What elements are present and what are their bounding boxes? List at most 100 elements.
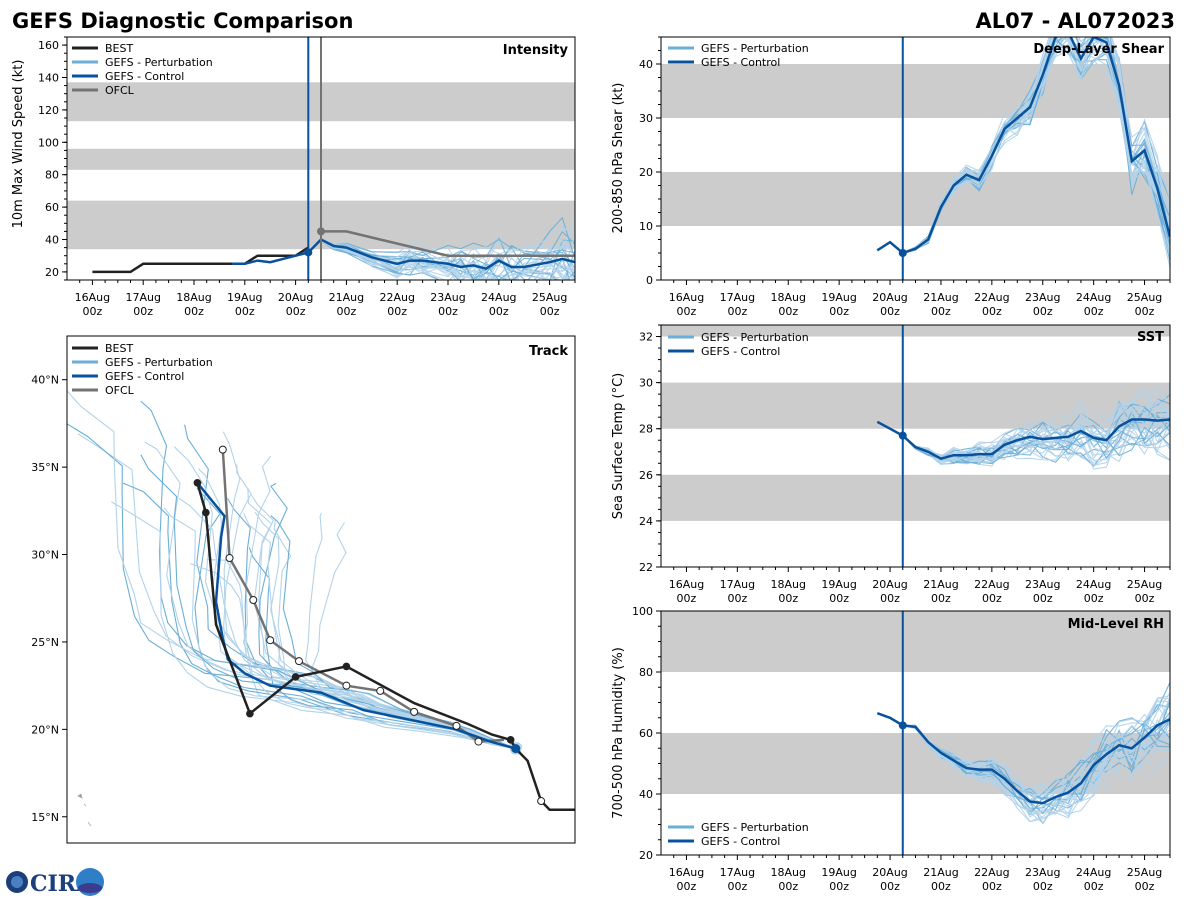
sst-perturbation-line — [902, 424, 1170, 463]
rh-xtick-label: 25Aug — [1127, 866, 1162, 879]
legend-ofcl: OFCL — [105, 384, 135, 397]
intensity-xtick-label: 19Aug — [227, 291, 262, 304]
rh-legend: GEFS - Perturbation GEFS - Control — [668, 821, 809, 848]
track-best-point — [246, 709, 254, 718]
track-ytick-label: 40°N — [31, 374, 59, 387]
intensity-ytick-label: 80 — [45, 169, 59, 182]
intensity-xtick-label: 20Aug — [278, 291, 313, 304]
intensity-xtick-label: 25Aug — [532, 291, 567, 304]
legend-pert: GEFS - Perturbation — [105, 356, 213, 369]
shear-xtick-label: 25Aug — [1127, 291, 1162, 304]
shear-xtick-label: 18Aug — [771, 291, 806, 304]
legend-ofcl: OFCL — [105, 84, 135, 97]
shear-perturbation-line — [902, 37, 1170, 254]
intensity-plot-area — [67, 37, 575, 280]
intensity-xtick-label-hour: 00z — [337, 305, 357, 318]
shear-xtick-label: 23Aug — [1025, 291, 1060, 304]
sst-xtick-label-hour: 00z — [982, 592, 1002, 605]
legend-pert: GEFS - Perturbation — [701, 821, 809, 834]
shear-ytick-label: 20 — [639, 166, 653, 179]
shear-xtick-label: 22Aug — [974, 291, 1009, 304]
intensity-perturbation-line — [307, 239, 571, 280]
track-best-point — [193, 479, 202, 487]
intensity-xtick-label-hour: 00z — [83, 305, 103, 318]
shear-xtick-label: 19Aug — [821, 291, 856, 304]
intensity-ytick-label: 140 — [38, 72, 59, 85]
intensity-xtick-label: 22Aug — [379, 291, 414, 304]
intensity-xtick-label: 24Aug — [481, 291, 516, 304]
rh-title: Mid-Level RH — [1068, 617, 1164, 632]
logo-badge-wave-icon — [78, 883, 102, 893]
intensity-legend: BEST GEFS - Perturbation GEFS - Control … — [72, 42, 213, 97]
sst-xtick-label: 19Aug — [821, 578, 856, 591]
rh-xtick-label: 24Aug — [1076, 866, 1111, 879]
rh-panel: 2040608010016Aug00z17Aug00z18Aug00z19Aug… — [611, 605, 1171, 893]
figure-title: GEFS Diagnostic Comparison — [12, 9, 353, 33]
intensity-ytick-label: 40 — [45, 234, 59, 247]
rh-xtick-label-hour: 00z — [778, 880, 798, 893]
rh-xtick-label: 16Aug — [669, 866, 704, 879]
sst-xtick-label: 25Aug — [1127, 578, 1162, 591]
track-perturbation-line — [163, 507, 516, 750]
sst-ytick-label: 22 — [639, 561, 653, 574]
intensity-ylabel: 10m Max Wind Speed (kt) — [11, 60, 26, 229]
rh-xtick-label-hour: 00z — [1135, 880, 1155, 893]
rh-xtick-label: 23Aug — [1025, 866, 1060, 879]
track-legend: BEST GEFS - Perturbation GEFS - Control … — [72, 342, 213, 397]
sst-xtick-label-hour: 00z — [677, 592, 697, 605]
sst-xtick-label-hour: 00z — [1135, 592, 1155, 605]
track-perturbation-line — [122, 482, 516, 750]
rh-xtick-label-hour: 00z — [982, 880, 1002, 893]
sst-ytick-label: 24 — [639, 515, 653, 528]
intensity-xtick-label-hour: 00z — [438, 305, 458, 318]
track-ofcl-point — [266, 636, 275, 645]
shear-band — [661, 172, 1170, 226]
track-ytick-label: 25°N — [31, 636, 59, 649]
intensity-control-line — [232, 237, 575, 271]
shear-panel: 01020304016Aug00z17Aug00z18Aug00z19Aug00… — [611, 36, 1171, 318]
intensity-xtick-label-hour: 00z — [489, 305, 509, 318]
track-ofcl-point — [410, 707, 419, 716]
track-ofcl-point — [452, 721, 461, 730]
intensity-ytick-label: 120 — [38, 104, 59, 117]
intensity-init-point — [304, 248, 313, 257]
legend-control: GEFS - Control — [701, 56, 780, 69]
intensity-perturbation-line — [307, 239, 573, 280]
rh-perturbation-line — [902, 697, 1170, 797]
shear-xtick-label: 21Aug — [923, 291, 958, 304]
legend-control: GEFS - Control — [701, 835, 780, 848]
track-control-start — [511, 744, 521, 754]
sst-xtick-label: 24Aug — [1076, 578, 1111, 591]
track-frame — [66, 335, 576, 844]
intensity-xtick-label-hour: 00z — [133, 305, 153, 318]
intensity-xtick-label-hour: 00z — [286, 305, 306, 318]
track-best-point — [202, 508, 210, 517]
rh-perturbation-line — [902, 724, 1170, 824]
sst-xtick-label: 23Aug — [1025, 578, 1060, 591]
sst-xtick-label-hour: 00z — [931, 592, 951, 605]
rh-ytick-label: 60 — [639, 727, 653, 740]
shear-band — [661, 64, 1170, 118]
sst-xtick-label: 20Aug — [872, 578, 907, 591]
sst-perturbation-line — [902, 387, 1170, 459]
shear-ytick-label: 30 — [639, 112, 653, 125]
rh-xtick-label-hour: 00z — [1084, 880, 1104, 893]
intensity-ytick-label: 160 — [38, 39, 59, 52]
intensity-ytick-label: 60 — [45, 201, 59, 214]
rh-xtick-label: 20Aug — [872, 866, 907, 879]
sst-perturbation-line — [902, 419, 1170, 467]
track-perturbation-line — [140, 400, 516, 750]
shear-plot: 01020304016Aug00z17Aug00z18Aug00z19Aug00… — [639, 36, 1171, 318]
rh-xtick-label: 17Aug — [720, 866, 755, 879]
shear-xtick-label-hour: 00z — [829, 305, 849, 318]
intensity-plot: 2040608010012014016016Aug00z17Aug00z18Au… — [38, 36, 576, 318]
rh-ytick-label: 40 — [639, 788, 653, 801]
shear-xtick-label-hour: 00z — [727, 305, 747, 318]
track-plot-area — [67, 390, 575, 827]
storm-id: AL07 - AL072023 — [976, 9, 1176, 33]
track-perturbation-line — [111, 501, 516, 750]
shear-xtick-label-hour: 00z — [778, 305, 798, 318]
track-coastline — [77, 793, 92, 827]
track-panel: 15°N 20°N 25°N 30°N 35°N 40°N Track BEST GEFS… — [31, 335, 576, 844]
sst-xtick-label: 16Aug — [669, 578, 704, 591]
